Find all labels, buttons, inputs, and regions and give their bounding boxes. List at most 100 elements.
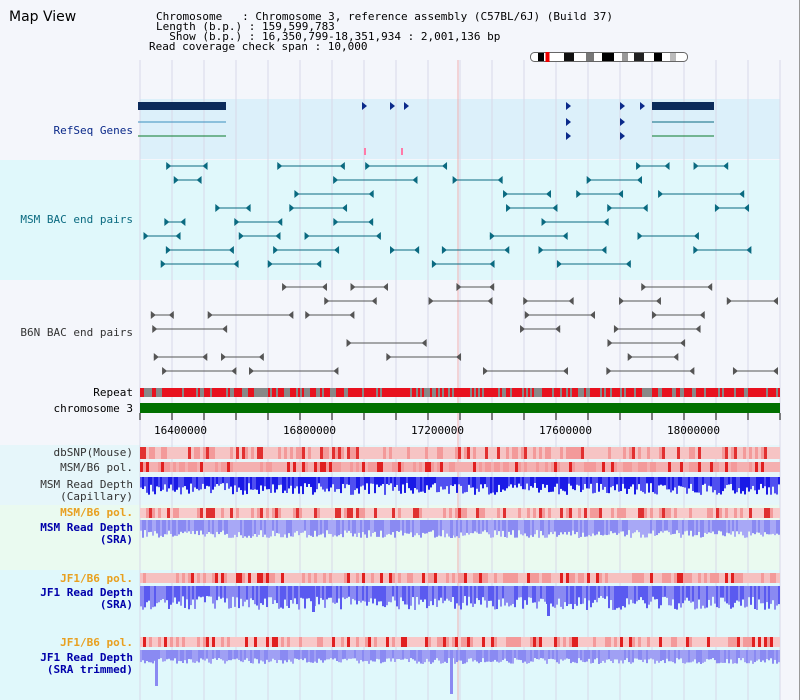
msm-bac-end	[238, 232, 244, 240]
jf1-depth-sra-bar	[216, 586, 218, 601]
jf1-depth-sra-bar	[710, 586, 712, 606]
jf1-depth-trim-bar	[234, 650, 236, 660]
jf1-b6-pol-track-mark	[572, 573, 575, 583]
jf1-depth-trim-bar	[438, 650, 440, 661]
repeat-mark	[748, 388, 750, 397]
msm-depth-sra-bar	[198, 520, 200, 536]
repeat-mark	[218, 388, 220, 397]
jf1-b6-pol-track-mark	[677, 573, 680, 583]
repeat-mark	[234, 388, 236, 397]
jf1-depth-sra-bar	[326, 586, 328, 600]
jf1-b6-pol2-track-mark	[437, 637, 440, 647]
jf1-depth-trim-bar	[600, 650, 602, 664]
repeat-mark	[250, 388, 252, 397]
b6n-bac-label[interactable]: B6N BAC end pairs	[20, 326, 133, 339]
msm-depth-cap-bar	[246, 477, 248, 495]
jf1-depth-trim-bar	[534, 650, 536, 659]
msm-b6-pol2-label: MSM/B6 pol.	[60, 506, 133, 519]
msm-depth-sra-bar	[208, 520, 210, 533]
jf1-depth-trim-bar	[414, 650, 416, 661]
repeat-mark	[484, 388, 486, 397]
jf1-depth-trim-bar	[746, 650, 748, 664]
repeat-mark	[404, 388, 406, 397]
jf1-depth-sra-bar	[748, 586, 750, 598]
jf1-depth-sra-bar	[722, 586, 724, 598]
jf1-depth-trim-bar	[464, 650, 466, 664]
repeat-mark	[732, 388, 734, 397]
msm-depth-sra-bar	[408, 520, 410, 534]
jf1-depth-sra-bar	[452, 586, 454, 597]
jf1-b6-pol-track-mark	[446, 573, 449, 583]
msm-depth-cap-bar	[660, 477, 662, 485]
msm-depth-sra-bar	[304, 520, 306, 531]
msm-depth-cap-bar	[490, 477, 492, 494]
jf1-b6-pol2-track-mark	[746, 637, 749, 647]
jf1-b6-pol-track-mark	[674, 573, 677, 583]
repeat-mark	[518, 388, 520, 397]
jf1-depth-sra-bar	[674, 586, 676, 609]
msm-bac-label[interactable]: MSM BAC end pairs	[20, 213, 133, 226]
jf1-depth-sra-bar	[540, 586, 542, 599]
jf1-depth-trim-bar	[436, 650, 438, 659]
msm-depth-cap-bar	[736, 477, 738, 493]
jf1-b6-pol2-track-mark	[482, 637, 485, 647]
jf1-depth-trim-label: JF1 Read Depth	[40, 651, 133, 664]
msm-depth-cap-bar	[282, 477, 284, 494]
repeat-mark	[422, 388, 424, 397]
msm-depth-cap-bar	[524, 477, 526, 490]
repeat-mark	[382, 388, 384, 397]
msm-depth-cap-bar	[388, 477, 390, 486]
dbsnp-track-mark	[569, 447, 572, 459]
jf1-depth-trim-bar	[346, 650, 348, 661]
msm-depth-sra-bar	[324, 520, 326, 538]
msm-depth-cap-bar	[616, 477, 618, 485]
jf1-depth-sra-bar	[576, 586, 578, 606]
msm-b6-pol2-track-mark	[749, 508, 752, 518]
jf1-depth-trim-bar	[386, 650, 388, 659]
msm-bac-end	[412, 176, 418, 184]
jf1-depth-sra-bar	[646, 586, 648, 609]
msm-b6-pol-track-mark	[227, 462, 230, 472]
msm-b6-pol-track-mark	[485, 462, 488, 472]
repeat-mark	[664, 388, 666, 397]
refseq-genes-label[interactable]: RefSeq Genes	[53, 124, 133, 137]
jf1-depth-trim-bar	[210, 650, 212, 664]
jf1-depth-trim-bar	[624, 650, 626, 660]
jf1-b6-pol-track-mark	[770, 573, 773, 583]
msm-depth-cap-bar	[656, 477, 658, 495]
jf1-depth-sra-bar	[260, 586, 262, 604]
msm-depth-sra-bar	[168, 520, 170, 531]
msm-depth-sra-bar	[174, 520, 176, 536]
coverage-info: Read coverage check span : 10,000	[149, 40, 368, 53]
marker	[364, 148, 366, 155]
jf1-b6-pol-track-mark	[482, 573, 485, 583]
jf1-depth-trim-bar	[282, 650, 284, 664]
msm-b6-pol-track-mark	[449, 462, 452, 472]
jf1-b6-pol2-track-mark	[203, 637, 206, 647]
jf1-depth-sra-bar	[616, 586, 618, 609]
msm-depth-cap-bar	[566, 477, 568, 495]
msm-depth-sra-bar	[736, 520, 738, 532]
msm-depth-sra-bar	[544, 520, 546, 538]
repeat-mark	[152, 388, 154, 397]
msm-b6-pol-track-mark	[611, 462, 614, 472]
msm-depth-sra-bar	[464, 520, 466, 536]
msm-depth-cap-bar	[290, 477, 292, 486]
msm-depth-sra-bar	[258, 520, 260, 535]
msm-depth-sra-bar	[272, 520, 274, 531]
dbsnp-track-mark	[350, 447, 353, 459]
jf1-b6-pol2-track-mark	[317, 637, 320, 647]
jf1-depth-trim-bar	[620, 650, 622, 661]
jf1-depth-sra-bar	[570, 586, 572, 604]
jf1-depth-sra-bar	[160, 586, 162, 601]
jf1-depth-trim-bar	[462, 650, 464, 664]
jf1-depth-sra-bar	[698, 586, 700, 600]
msm-depth-cap-bar	[348, 477, 350, 485]
jf1-depth-trim-bar	[274, 650, 276, 661]
repeat-mark	[194, 388, 196, 397]
repeat-mark	[762, 388, 764, 397]
chromosome-ideogram[interactable]	[530, 52, 688, 62]
msm-depth-cap-sub: (Capillary)	[60, 490, 133, 503]
chromosome-label: chromosome 3	[53, 402, 133, 415]
